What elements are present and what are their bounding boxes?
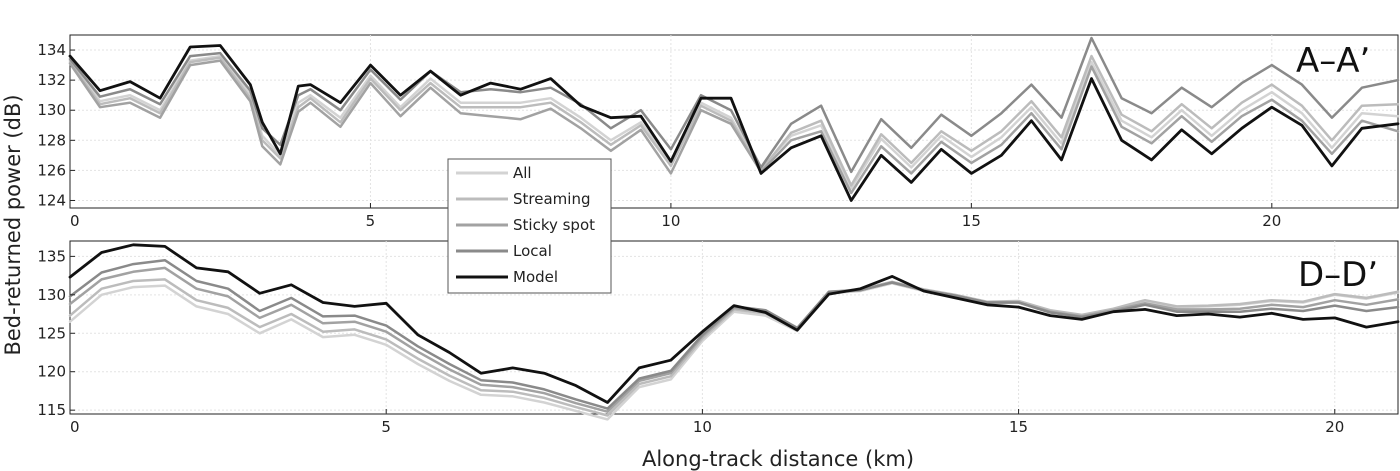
y-tick-label: 130 <box>37 286 66 304</box>
legend-label: Sticky spot <box>513 216 595 234</box>
series-line-d-model <box>68 243 1400 404</box>
series-line-a-all <box>68 54 1400 190</box>
series-line-a-sticky-spot <box>68 59 1400 195</box>
y-tick-label: 130 <box>37 101 66 119</box>
legend: All Streaming Sticky spot Local Model <box>447 158 612 294</box>
y-tick-label: 132 <box>37 71 66 89</box>
panel-a-series <box>68 36 1400 202</box>
legend-label: Model <box>513 268 558 286</box>
legend-label: Streaming <box>513 190 590 208</box>
y-tick-label: 134 <box>37 41 66 59</box>
x-tick-label: 20 <box>1262 212 1281 230</box>
panel-d: 0 5 10 15 20 115 120 125 130 135 D–D’ <box>37 240 1400 436</box>
y-tick-label: 126 <box>37 161 66 179</box>
panel-a-ticks: 0 5 10 15 20 124 126 128 130 132 134 <box>37 41 1281 230</box>
legend-entries: All Streaming Sticky spot Local Model <box>456 164 595 286</box>
y-tick-label: 135 <box>37 247 66 265</box>
panel-d-label: D–D’ <box>1298 255 1378 295</box>
x-tick-label: 20 <box>1325 418 1344 436</box>
x-axis-title: Along-track distance (km) <box>642 447 914 471</box>
x-tick-label: 5 <box>381 418 391 436</box>
x-tick-label: 15 <box>1009 418 1028 436</box>
x-tick-label: 10 <box>661 212 680 230</box>
panel-a: 0 5 10 15 20 124 126 128 130 132 134 A–A’ <box>37 34 1400 230</box>
panel-d-ticks: 0 5 10 15 20 115 120 125 130 135 <box>37 247 1344 436</box>
y-tick-label: 115 <box>37 401 66 419</box>
x-tick-label: 0 <box>70 212 80 230</box>
panel-a-label: A–A’ <box>1296 41 1370 81</box>
x-tick-label: 0 <box>70 418 80 436</box>
y-axis-title: Bed-returned power (dB) <box>1 94 25 355</box>
legend-label: Local <box>513 242 552 260</box>
panel-d-series <box>68 243 1400 421</box>
series-line-a-local <box>68 36 1400 174</box>
x-tick-label: 5 <box>366 212 376 230</box>
y-tick-label: 128 <box>37 131 66 149</box>
x-tick-label: 15 <box>962 212 981 230</box>
series-line-a-streaming <box>68 54 1400 187</box>
x-tick-label: 10 <box>693 418 712 436</box>
y-tick-label: 125 <box>37 324 66 342</box>
panel-d-grid <box>70 241 1398 414</box>
panel-d-frame <box>69 240 1399 415</box>
series-line-a-model <box>68 44 1400 202</box>
legend-label: All <box>513 164 532 182</box>
y-tick-label: 124 <box>37 191 66 209</box>
y-tick-label: 120 <box>37 363 66 381</box>
